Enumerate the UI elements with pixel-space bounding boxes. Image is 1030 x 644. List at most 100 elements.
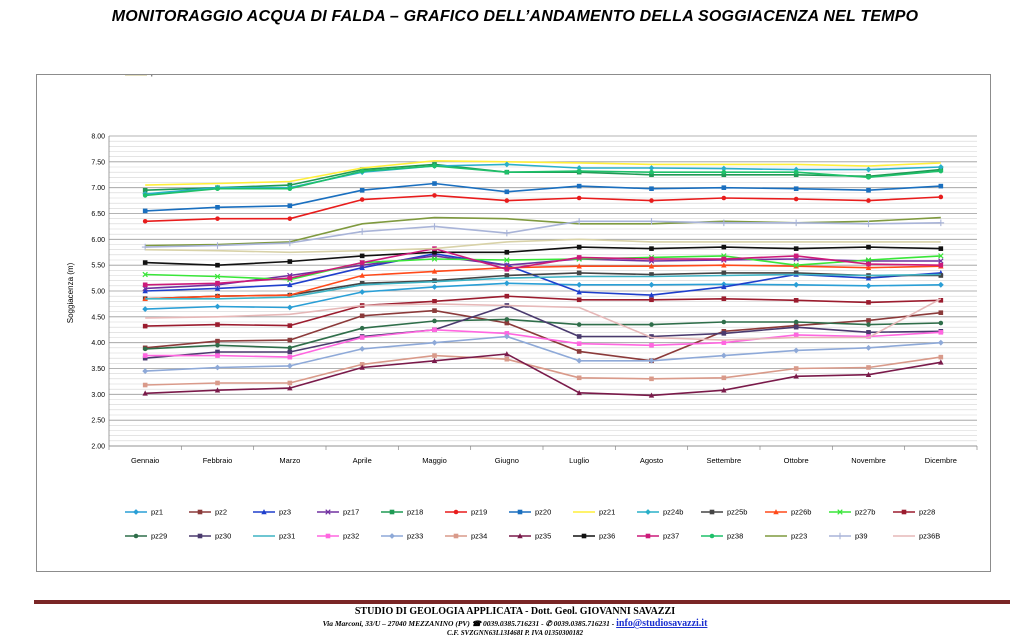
- data-point: [938, 183, 944, 189]
- data-point: [866, 198, 871, 203]
- data-point: [865, 371, 872, 377]
- data-point: [431, 283, 438, 290]
- data-point: [576, 270, 582, 276]
- series-pz29: [142, 317, 944, 352]
- y-tick-label: 4.00: [91, 340, 105, 347]
- data-point: [649, 186, 654, 191]
- legend-marker: [325, 533, 331, 539]
- legend-label: pz37: [663, 532, 679, 541]
- legend-label: pz29: [151, 532, 167, 541]
- series-line: [145, 247, 941, 286]
- series-line: [145, 353, 941, 397]
- legend-item: pz37: [637, 532, 679, 541]
- data-point: [720, 352, 727, 359]
- data-point: [576, 255, 582, 260]
- data-point: [431, 268, 438, 274]
- legend-marker: [837, 509, 843, 515]
- data-point: [504, 267, 510, 272]
- data-point: [793, 298, 799, 303]
- x-tick-label: Gennaio: [131, 456, 159, 465]
- data-point: [576, 281, 583, 288]
- footer-email-link[interactable]: info@studiosavazzi.it: [616, 618, 708, 629]
- data-point: [938, 194, 944, 200]
- data-point: [215, 342, 220, 348]
- data-point: [504, 257, 510, 263]
- data-point: [576, 341, 582, 346]
- legend-marker: [389, 509, 395, 515]
- data-point: [866, 330, 871, 335]
- series-line: [145, 273, 941, 300]
- data-point: [432, 308, 437, 313]
- series-line: [145, 220, 941, 248]
- data-point: [649, 322, 654, 327]
- data-point: [504, 189, 510, 195]
- data-point: [721, 195, 727, 201]
- legend-label: pz36: [599, 532, 615, 541]
- footer-fiscal: C.F. SVZGNN63L13I468I P. IVA 01350300182: [447, 629, 583, 637]
- data-point: [359, 187, 365, 193]
- legend-marker: [325, 509, 331, 515]
- data-point: [215, 280, 220, 286]
- series-line: [145, 194, 941, 223]
- data-point: [287, 186, 293, 191]
- legend-marker: [197, 533, 203, 539]
- data-point: [648, 217, 655, 225]
- data-point: [721, 256, 727, 262]
- data-point: [359, 335, 365, 340]
- data-point: [359, 325, 365, 331]
- x-tick-label: Maggio: [422, 456, 447, 465]
- data-point: [504, 356, 510, 362]
- data-point: [504, 249, 510, 255]
- y-axis-label: Soggiacenza (m): [66, 262, 75, 323]
- data-point: [214, 387, 221, 393]
- data-point: [793, 169, 799, 175]
- data-point: [793, 366, 799, 371]
- legend-marker: [261, 509, 267, 515]
- series-p37b: [145, 238, 941, 254]
- data-point: [287, 203, 293, 209]
- data-point: [287, 292, 293, 298]
- data-point: [866, 175, 871, 180]
- series-line: [145, 335, 941, 372]
- data-point: [938, 168, 944, 174]
- data-point: [142, 306, 149, 312]
- data-point: [793, 281, 800, 288]
- legend-item: pz32: [317, 532, 359, 541]
- data-point: [866, 322, 871, 327]
- series-line: [145, 298, 942, 341]
- legend-item: pz21: [573, 508, 615, 517]
- y-tick-label: 3.00: [91, 392, 105, 399]
- x-tick-label: Giugno: [495, 456, 519, 465]
- data-point: [142, 288, 148, 294]
- data-point: [649, 334, 654, 339]
- data-point: [215, 380, 220, 386]
- data-point: [649, 246, 654, 251]
- data-point: [576, 322, 582, 327]
- legend-label: pz38: [727, 532, 743, 541]
- legend-item: pz34: [445, 532, 487, 541]
- data-point: [287, 345, 293, 351]
- y-tick-label: 5.00: [91, 289, 105, 296]
- data-point: [721, 185, 727, 190]
- footer-divider: [34, 600, 1010, 604]
- legend-label: pz21: [599, 508, 615, 517]
- data-point: [648, 392, 655, 398]
- data-point: [866, 187, 871, 193]
- data-point: [503, 333, 510, 340]
- series-pz36: [142, 244, 944, 268]
- legend-item: pz36: [573, 532, 615, 541]
- data-point: [286, 239, 294, 247]
- data-point: [648, 357, 655, 364]
- data-point: [214, 285, 221, 291]
- series-pz31: [145, 273, 941, 300]
- x-tick-label: Ottobre: [784, 456, 809, 465]
- data-point: [937, 339, 944, 346]
- data-point: [432, 181, 437, 186]
- data-point: [359, 260, 365, 265]
- data-point: [504, 351, 510, 357]
- data-point: [287, 380, 293, 386]
- data-point: [142, 353, 148, 358]
- data-point: [215, 186, 220, 191]
- data-point: [359, 197, 365, 202]
- data-point: [938, 253, 944, 259]
